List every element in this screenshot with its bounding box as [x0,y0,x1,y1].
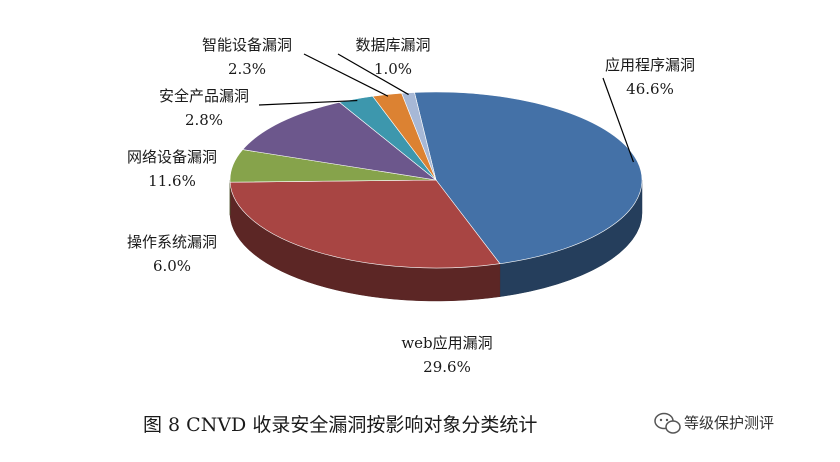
pie-tops [230,92,642,268]
slice-label-0: 应用程序漏洞 [605,56,695,74]
slice-label-2: 操作系统漏洞 [127,233,217,251]
slice-value-5: 2.3% [228,60,266,78]
slice-label-1: web应用漏洞 [401,334,492,352]
chart-caption: 图 8 CNVD 收录安全漏洞按影响对象分类统计 [143,414,537,436]
slice-value-2: 6.0% [153,257,191,275]
slice-label-3: 网络设备漏洞 [127,148,217,166]
slice-value-4: 2.8% [185,111,223,129]
watermark-text: 等级保护测评 [684,414,774,432]
slice-label-6: 数据库漏洞 [355,36,430,54]
slice-value-1: 29.6% [423,358,471,376]
watermark: 等级保护测评 [655,414,774,434]
slice-label-5: 智能设备漏洞 [202,36,292,54]
slice-value-3: 11.6% [148,172,196,190]
slice-label-4: 安全产品漏洞 [159,87,249,105]
wechat-icon [655,414,680,434]
slice-value-6: 1.0% [374,60,412,78]
slice-value-0: 46.6% [626,80,674,98]
